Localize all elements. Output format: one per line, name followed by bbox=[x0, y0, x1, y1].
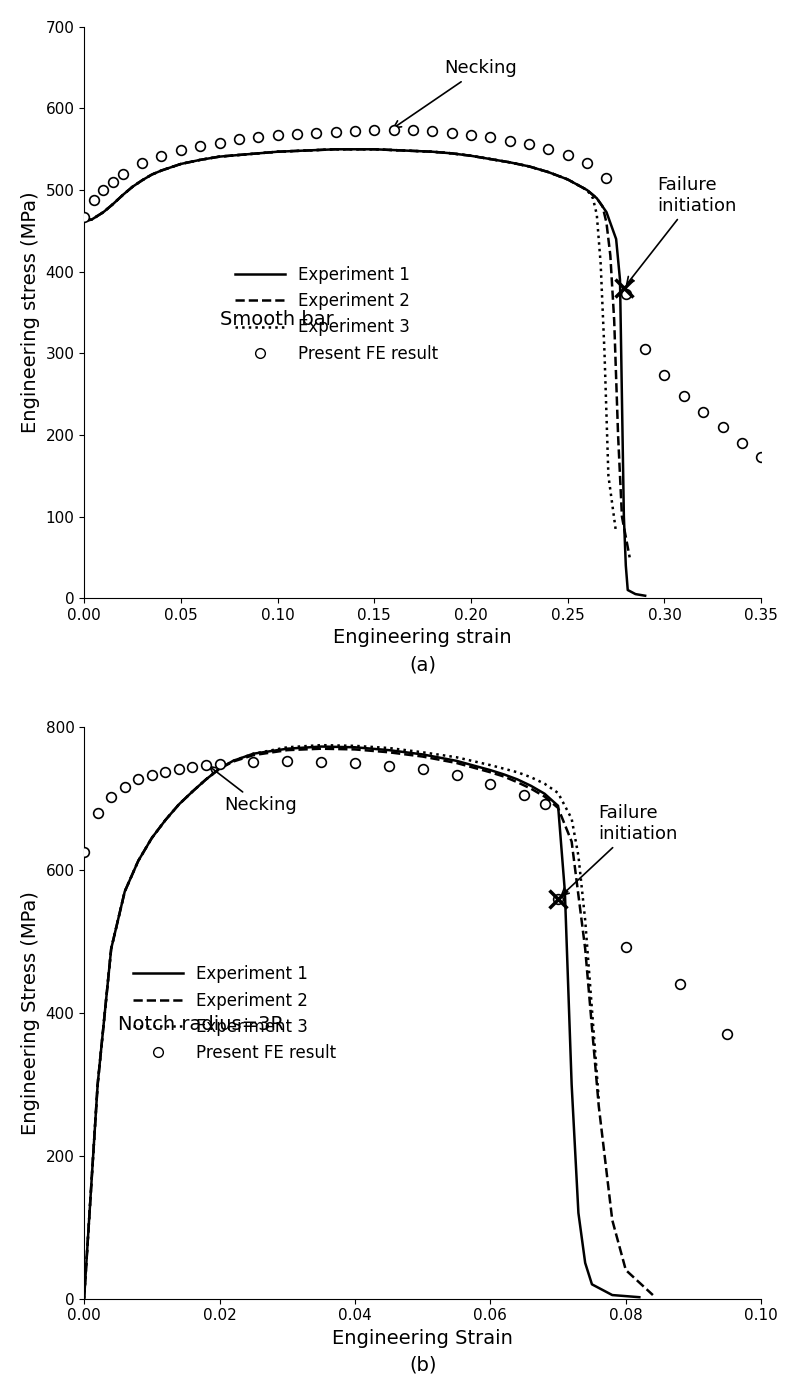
Text: Necking: Necking bbox=[394, 60, 517, 128]
Legend: Experiment 1, Experiment 2, Experiment 3, Present FE result: Experiment 1, Experiment 2, Experiment 3… bbox=[228, 259, 445, 369]
X-axis label: Engineering Strain: Engineering Strain bbox=[332, 1329, 513, 1348]
Legend: Experiment 1, Experiment 2, Experiment 3, Present FE result: Experiment 1, Experiment 2, Experiment 3… bbox=[126, 958, 343, 1069]
Text: Necking: Necking bbox=[209, 767, 296, 814]
Text: (b): (b) bbox=[409, 1355, 436, 1375]
Text: Notch radius=3R: Notch radius=3R bbox=[118, 1015, 284, 1035]
Y-axis label: Engineering stress (MPa): Engineering stress (MPa) bbox=[21, 191, 40, 433]
Text: Failure
initiation: Failure initiation bbox=[626, 176, 736, 284]
Text: Smooth bar: Smooth bar bbox=[220, 309, 333, 329]
Text: Failure
initiation: Failure initiation bbox=[562, 804, 678, 896]
Y-axis label: Engineering Stress (MPa): Engineering Stress (MPa) bbox=[21, 890, 40, 1135]
Text: (a): (a) bbox=[409, 655, 436, 674]
X-axis label: Engineering strain: Engineering strain bbox=[333, 628, 512, 648]
